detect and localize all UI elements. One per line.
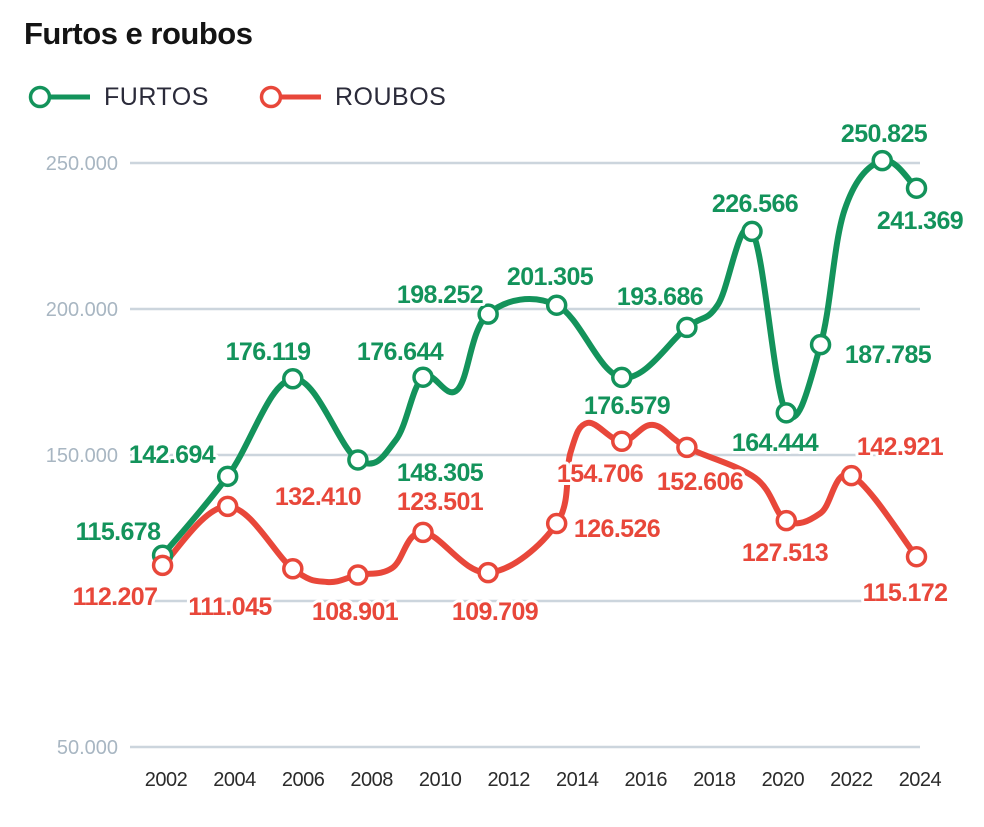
- x-tick-label: 2008: [350, 769, 393, 791]
- legend-label-furtos: FURTOS: [104, 82, 209, 111]
- data-point-roubos: [905, 545, 928, 568]
- data-point-furtos: [741, 220, 763, 243]
- data-point-furtos: [676, 316, 698, 339]
- data-point-furtos: [216, 465, 239, 488]
- legend-marker-furtos-icon: [28, 85, 90, 109]
- data-label-roubos: 142.921: [857, 433, 944, 461]
- legend-marker-roubos-icon: [259, 85, 321, 109]
- data-point-furtos: [545, 294, 568, 316]
- data-point-furtos: [347, 449, 369, 471]
- data-point-furtos: [871, 149, 893, 172]
- data-label-roubos: 126.526: [574, 515, 660, 543]
- data-point-furtos: [282, 367, 304, 390]
- x-tick-label: 2004: [213, 769, 256, 791]
- data-label-roubos: 109.709: [452, 598, 538, 626]
- data-label-furtos: 187.785: [845, 341, 932, 369]
- y-tick-label: 200.000: [46, 299, 118, 321]
- data-label-furtos: 201.305: [507, 263, 594, 291]
- data-label-furtos: 115.678: [76, 518, 161, 546]
- x-tick-label: 2016: [625, 769, 668, 791]
- data-label-roubos: 132.410: [275, 483, 361, 511]
- data-label-furtos: 142.694: [129, 441, 216, 469]
- x-tick-label: 2014: [556, 769, 599, 791]
- data-label-furtos: 176.119: [226, 338, 311, 366]
- data-label-furtos: 241.369: [877, 207, 963, 235]
- data-label-roubos: 127.513: [742, 539, 828, 567]
- y-tick-label: 50.000: [57, 737, 118, 759]
- x-tick-label: 2022: [830, 769, 873, 791]
- data-label-roubos: 112.207: [73, 583, 158, 611]
- data-point-furtos: [477, 303, 499, 325]
- x-tick-label: 2006: [282, 769, 325, 791]
- chart-title: Furtos e roubos: [24, 16, 253, 51]
- data-point-roubos: [216, 495, 239, 518]
- y-tick-label: 150.000: [46, 445, 118, 467]
- data-label-furtos: 226.566: [712, 190, 798, 218]
- data-point-roubos: [676, 436, 698, 459]
- data-point-roubos: [282, 557, 304, 580]
- x-tick-label: 2012: [487, 769, 530, 791]
- data-label-roubos: 111.045: [188, 593, 272, 621]
- data-point-furtos: [412, 366, 434, 388]
- data-label-furtos: 164.444: [732, 429, 819, 457]
- legend-item-roubos: ROUBOS: [257, 80, 446, 114]
- data-point-roubos: [477, 561, 499, 584]
- data-label-roubos: 108.901: [312, 598, 399, 626]
- data-point-roubos: [545, 512, 568, 535]
- x-tick-label: 2010: [419, 769, 462, 791]
- legend-item-furtos: FURTOS: [26, 80, 209, 114]
- data-point-roubos: [412, 521, 434, 544]
- x-tick-label: 2018: [693, 769, 736, 791]
- data-label-roubos: 123.501: [397, 488, 484, 516]
- y-tick-label: 250.000: [46, 153, 118, 175]
- data-point-furtos: [775, 402, 798, 424]
- data-point-roubos: [151, 554, 174, 577]
- data-label-furtos: 198.252: [397, 281, 483, 309]
- data-point-furtos: [905, 177, 928, 199]
- data-label-roubos: 115.172: [863, 579, 948, 607]
- data-label-furtos: 193.686: [617, 283, 703, 311]
- x-tick-label: 2002: [145, 769, 188, 791]
- data-point-furtos: [809, 333, 832, 356]
- data-point-furtos: [611, 366, 633, 389]
- data-point-roubos: [775, 509, 798, 532]
- data-label-roubos: 154.706: [557, 460, 643, 488]
- legend-label-roubos: ROUBOS: [335, 82, 447, 111]
- data-label-furtos: 176.644: [357, 338, 444, 366]
- data-label-roubos: 152.606: [657, 468, 743, 496]
- data-point-roubos: [347, 564, 369, 586]
- data-label-furtos: 176.579: [584, 392, 670, 420]
- x-tick-label: 2024: [899, 769, 942, 791]
- data-point-roubos: [611, 430, 633, 453]
- data-label-furtos: 250.825: [841, 120, 928, 148]
- data-point-roubos: [840, 464, 863, 487]
- data-label-furtos: 148.305: [397, 459, 484, 487]
- x-tick-label: 2020: [762, 769, 805, 791]
